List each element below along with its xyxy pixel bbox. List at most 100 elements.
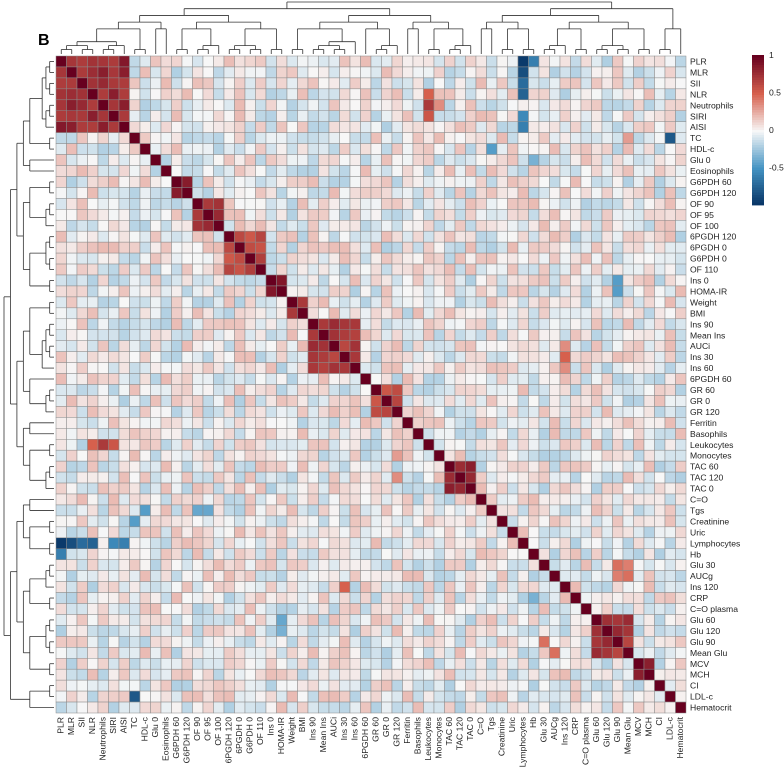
heatmap-cell [223,493,235,506]
heatmap-cell [318,55,330,68]
heatmap-cell [171,132,183,144]
heatmap-cell [654,406,666,418]
heatmap-cell [139,296,151,309]
heatmap-cell [171,296,183,309]
heatmap-cell [244,252,256,265]
heatmap-cell [97,428,109,440]
heatmap-cell [454,668,466,681]
heatmap-cell [664,406,676,418]
heatmap-cell [55,570,67,582]
heatmap-cell [486,504,498,517]
heatmap-cell [255,187,267,199]
heatmap-cell [507,515,519,528]
heatmap-cell [129,340,141,352]
heatmap-cell [276,395,288,407]
heatmap-cell [433,285,445,298]
heatmap-cell [654,176,666,188]
heatmap-cell [328,679,340,692]
heatmap-cell [108,625,120,637]
heatmap-cell [108,482,120,495]
heatmap-cell [633,351,645,363]
heatmap-cell [423,395,435,407]
heatmap-cell [622,581,634,593]
heatmap-cell [286,581,298,593]
heatmap-cell [150,406,162,418]
heatmap-cell [601,658,613,670]
heatmap-cell [265,99,277,112]
heatmap-cell [496,668,508,681]
row-label: Weight [690,297,717,307]
heatmap-cell [517,373,529,385]
heatmap-cell [402,647,414,659]
heatmap-cell [591,198,603,210]
column-label: Ferritin [402,717,412,744]
heatmap-cell [286,99,298,112]
heatmap-cell [129,581,141,593]
heatmap-cell [612,636,624,648]
heatmap-cell [150,581,162,593]
heatmap-cell [664,384,676,396]
heatmap-cell [181,658,193,670]
heatmap-cell [381,307,393,320]
heatmap-cell [496,198,508,210]
heatmap-cell [55,351,67,363]
heatmap-cell [118,351,130,363]
heatmap-cell [244,329,256,341]
heatmap-cell [213,548,225,560]
heatmap-cell [118,88,130,101]
heatmap-cell [570,614,582,626]
heatmap-cell [528,570,540,582]
heatmap-cell [433,99,445,112]
heatmap-cell [76,351,88,363]
heatmap-cell [297,230,309,243]
heatmap-cell [517,99,529,112]
heatmap-cell [307,209,319,221]
heatmap-cell [654,537,666,549]
heatmap-cell [633,592,645,604]
heatmap-cell [349,340,361,352]
legend-swatch [752,147,764,151]
heatmap-cell [465,198,477,210]
heatmap-cell [538,439,550,451]
heatmap-cell [97,526,109,539]
heatmap-cell [591,340,603,352]
heatmap-cell [97,449,109,462]
legend-swatch [752,142,764,146]
heatmap-cell [276,406,288,418]
heatmap-cell [244,614,256,626]
heatmap-cell [318,417,330,429]
heatmap-cell [528,77,540,90]
heatmap-cell [528,176,540,188]
heatmap-cell [265,647,277,659]
heatmap-cell [622,88,634,101]
heatmap-cell [444,559,456,571]
heatmap-cell [181,690,193,703]
heatmap-cell [286,121,298,133]
heatmap-cell [549,482,561,495]
heatmap-cell [528,428,540,440]
heatmap-cell [486,395,498,407]
legend-swatch [752,172,764,176]
heatmap-cell [129,460,141,473]
heatmap-cell [339,603,351,615]
heatmap-cell [339,263,351,276]
heatmap-cell [591,548,603,560]
heatmap-cell [664,77,676,90]
heatmap-cell [339,406,351,418]
heatmap-cell [486,428,498,440]
heatmap-cell [433,110,445,122]
heatmap-cell [244,482,256,495]
heatmap-cell [402,537,414,549]
row-label: Mean Ins [690,330,725,340]
heatmap-cell [328,417,340,429]
heatmap-cell [664,636,676,648]
heatmap-cell [654,658,666,670]
heatmap-cell [601,537,613,549]
heatmap-cell [486,515,498,528]
legend-swatch [752,115,764,118]
heatmap-cell [55,449,67,462]
heatmap-cell [381,66,393,79]
heatmap-cell [202,406,214,418]
heatmap-cell [580,318,592,330]
heatmap-cell [318,263,330,276]
